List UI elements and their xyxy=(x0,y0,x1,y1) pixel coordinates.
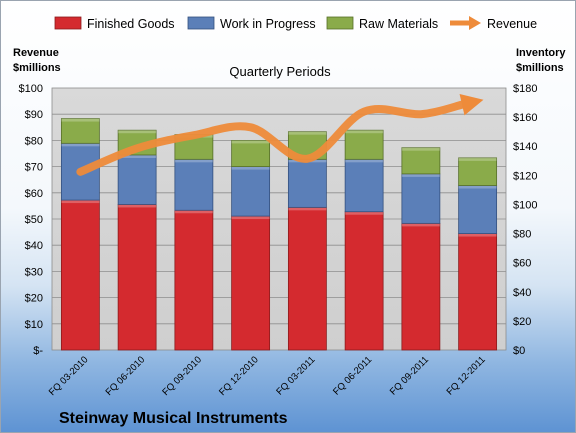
right-tick-label: $0 xyxy=(513,345,525,357)
legend-swatch-work-in-progress xyxy=(187,16,215,30)
legend-label-revenue: Revenue xyxy=(487,17,537,31)
bar-work-in-progress xyxy=(458,185,498,234)
bar-work-in-progress-highlight xyxy=(231,166,270,170)
chart-title: Quarterly Periods xyxy=(229,64,331,79)
bar-work-in-progress xyxy=(117,154,157,205)
bar-series xyxy=(60,118,498,351)
right-tick-label: $140 xyxy=(513,141,537,153)
right-tick-label: $120 xyxy=(513,170,537,182)
legend-label-work-in-progress: Work in Progress xyxy=(220,17,316,31)
bar-finished-goods xyxy=(174,209,214,351)
bar-work-in-progress-highlight xyxy=(61,143,100,147)
right-tick-label: $180 xyxy=(513,83,537,95)
bar-raw-materials xyxy=(458,157,498,186)
x-tick-label: FQ 12-2010 xyxy=(217,354,261,398)
left-axis-title-line1: Revenue xyxy=(13,47,59,59)
revenue-line-path xyxy=(76,100,467,176)
bar-raw-materials-highlight xyxy=(61,118,100,122)
right-tick-label: $20 xyxy=(513,316,531,328)
bar-finished-goods xyxy=(60,199,100,351)
bar-finished-goods-highlight xyxy=(118,204,157,208)
right-tick-label: $80 xyxy=(513,229,531,241)
left-tick-label: $10 xyxy=(25,319,43,331)
bar-work-in-progress xyxy=(344,158,384,213)
legend-swatch-raw-materials xyxy=(326,16,354,30)
legend-label-finished-goods: Finished Goods xyxy=(87,17,175,31)
bar-raw-materials xyxy=(231,139,271,167)
right-tick-label: $60 xyxy=(513,258,531,270)
left-axis-title-line2: $millions xyxy=(13,62,61,74)
bar-work-in-progress xyxy=(401,173,441,224)
x-tick-label: FQ 03-2010 xyxy=(47,354,91,398)
left-tick-label: $100 xyxy=(19,83,43,95)
x-tick-label: FQ 09-2011 xyxy=(388,354,431,397)
left-tick-label: $30 xyxy=(25,266,43,278)
left-tick-label: $- xyxy=(33,345,43,357)
bar-work-in-progress xyxy=(174,158,214,211)
bar-work-in-progress-highlight xyxy=(174,159,213,163)
x-tick-label: FQ 09-2010 xyxy=(160,354,204,398)
bar-raw-materials-highlight xyxy=(231,140,270,144)
bar-raw-materials xyxy=(344,129,384,160)
right-axis-ticks: $0 $20 $40 $60 $80 $100 $120 $140 $160 $180 xyxy=(513,83,537,357)
bar-finished-goods xyxy=(458,233,498,351)
legend-swatch-finished-goods xyxy=(54,16,82,30)
bar-finished-goods xyxy=(231,215,271,351)
legend-arrowhead-revenue xyxy=(469,16,481,30)
bar-raw-materials-highlight xyxy=(288,131,327,135)
bar-raw-materials xyxy=(401,147,441,175)
left-tick-label: $80 xyxy=(25,135,43,147)
bar-finished-goods-highlight xyxy=(401,223,440,227)
bar-finished-goods xyxy=(287,206,327,351)
bar-finished-goods-highlight xyxy=(345,211,384,215)
x-tick-label: FQ 06-2010 xyxy=(104,354,148,398)
bar-finished-goods-highlight xyxy=(61,200,100,204)
legend-label-raw-materials: Raw Materials xyxy=(359,17,438,31)
bar-finished-goods-highlight xyxy=(458,233,497,237)
x-tick-label: FQ 06-2011 xyxy=(331,354,374,397)
right-tick-label: $40 xyxy=(513,287,531,299)
left-tick-label: $20 xyxy=(25,293,43,305)
right-tick-label: $160 xyxy=(513,112,537,124)
legend: Finished Goods Work in Progress Raw Mate… xyxy=(54,16,537,31)
left-tick-label: $90 xyxy=(25,109,43,121)
x-axis-ticks: FQ 03-2010 FQ 06-2010 FQ 09-2010 FQ 12-2010… xyxy=(47,354,488,398)
x-tick-label: FQ 12-2011 xyxy=(445,354,488,397)
left-tick-label: $60 xyxy=(25,188,43,200)
left-tick-label: $50 xyxy=(25,214,43,226)
bar-finished-goods-highlight xyxy=(288,207,327,211)
bar-raw-materials-highlight xyxy=(401,147,440,151)
bar-finished-goods xyxy=(344,211,384,351)
bar-work-in-progress-highlight xyxy=(458,185,497,189)
company-name: Steinway Musical Instruments xyxy=(59,410,288,427)
right-axis-title-line1: Inventory xyxy=(516,47,566,59)
bar-work-in-progress-highlight xyxy=(118,154,157,158)
left-tick-label: $40 xyxy=(25,240,43,252)
bar-finished-goods xyxy=(117,204,157,351)
bar-work-in-progress-highlight xyxy=(401,173,440,177)
bar-raw-materials-highlight xyxy=(345,130,384,134)
right-tick-label: $100 xyxy=(513,199,537,211)
left-axis-ticks: $- $10 $20 $30 $40 $50 $60 $70 $80 $90 $100 xyxy=(19,83,44,357)
bar-finished-goods-highlight xyxy=(231,216,270,220)
left-tick-label: $70 xyxy=(25,162,43,174)
bar-raw-materials xyxy=(60,118,100,144)
bar-finished-goods xyxy=(401,222,441,351)
revenue-line xyxy=(76,93,484,176)
bar-finished-goods-highlight xyxy=(174,210,213,214)
bar-work-in-progress-highlight xyxy=(345,159,384,163)
right-axis-title-line2: $millions xyxy=(516,62,564,74)
x-tick-label: FQ 03-2011 xyxy=(274,354,317,397)
bar-raw-materials-highlight xyxy=(118,130,157,134)
revenue-arrowhead xyxy=(459,93,484,116)
bar-work-in-progress xyxy=(231,166,271,217)
bar-raw-materials-highlight xyxy=(458,157,497,161)
bar-work-in-progress xyxy=(287,158,327,208)
